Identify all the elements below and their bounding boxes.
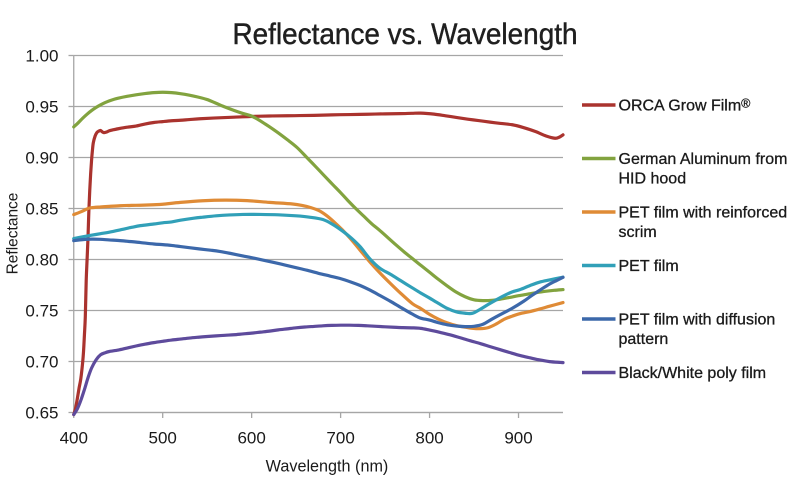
svg-text:Wavelength (nm): Wavelength (nm) xyxy=(266,458,389,476)
svg-text:PET film with reinforced: PET film with reinforced xyxy=(619,205,788,222)
svg-text:800: 800 xyxy=(415,429,443,448)
svg-text:500: 500 xyxy=(149,429,177,448)
svg-text:0.90: 0.90 xyxy=(25,149,58,168)
svg-text:Reflectance vs. Wavelength: Reflectance vs. Wavelength xyxy=(233,18,578,51)
svg-text:0.85: 0.85 xyxy=(25,200,58,219)
svg-text:0.65: 0.65 xyxy=(25,404,58,423)
svg-text:600: 600 xyxy=(237,429,265,448)
svg-text:900: 900 xyxy=(504,429,532,448)
svg-text:pattern: pattern xyxy=(619,331,669,348)
svg-text:German Aluminum from: German Aluminum from xyxy=(619,151,788,168)
svg-text:HID hood: HID hood xyxy=(619,171,687,188)
svg-text:700: 700 xyxy=(326,429,354,448)
svg-text:0.95: 0.95 xyxy=(25,98,58,117)
svg-text:0.80: 0.80 xyxy=(25,251,58,270)
svg-text:1.00: 1.00 xyxy=(25,47,58,66)
svg-text:PET film with diffusion: PET film with diffusion xyxy=(619,312,776,329)
svg-text:0.75: 0.75 xyxy=(25,302,58,321)
svg-text:400: 400 xyxy=(60,429,88,448)
svg-text:ORCA Grow Film®: ORCA Grow Film® xyxy=(619,97,752,115)
svg-text:scrim: scrim xyxy=(619,224,657,241)
svg-text:Black/White poly film: Black/White poly film xyxy=(619,365,767,382)
svg-text:PET film: PET film xyxy=(619,258,679,275)
svg-text:Reflectance: Reflectance xyxy=(5,193,22,275)
svg-text:0.70: 0.70 xyxy=(25,353,58,372)
